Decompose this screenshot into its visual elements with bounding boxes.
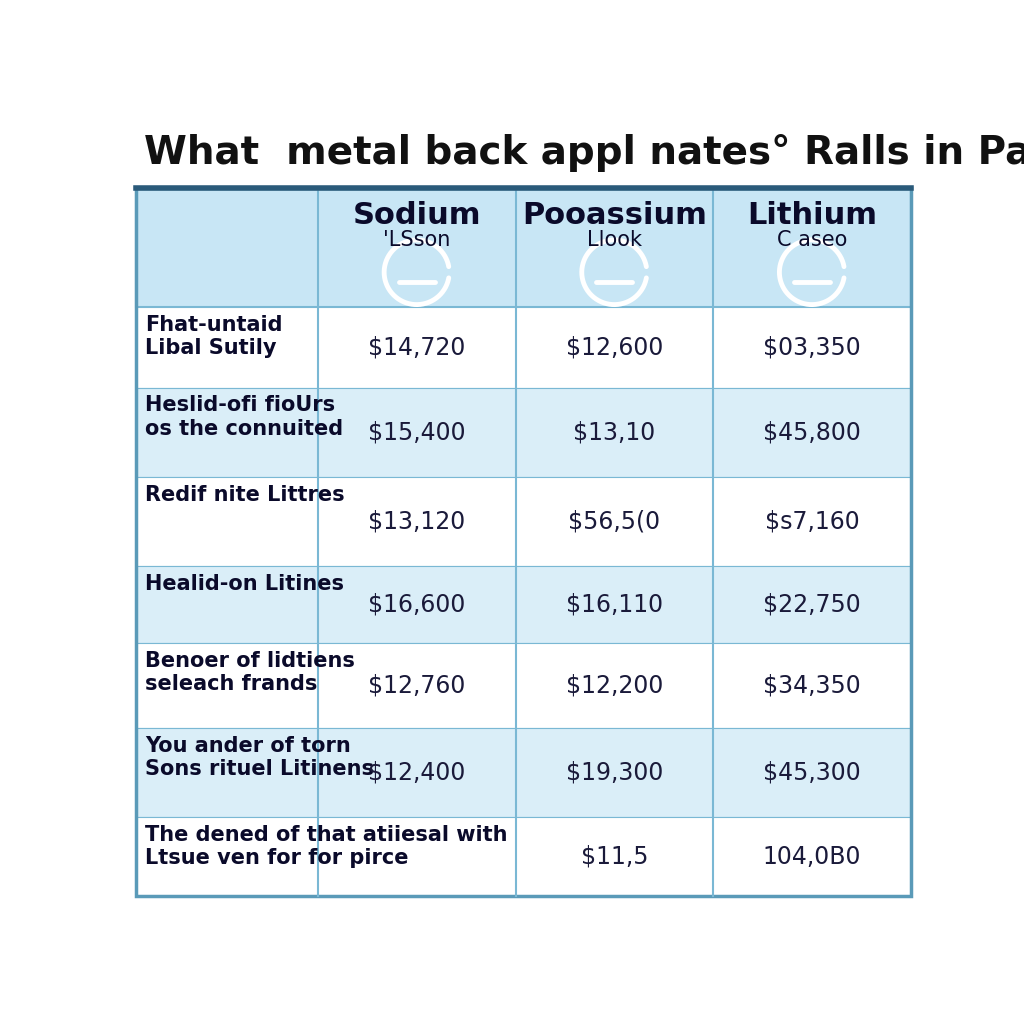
Text: Healid-on Litines: Healid-on Litines [145,574,344,594]
Text: $22,750: $22,750 [763,593,861,616]
Text: Sodium: Sodium [352,202,481,230]
Text: Benoer of lidtiens
seleach frands: Benoer of lidtiens seleach frands [145,651,355,694]
Text: $15,400: $15,400 [368,421,466,444]
Text: $14,720: $14,720 [368,335,465,359]
Text: $34,350: $34,350 [763,674,861,697]
Text: Heslid-ofi fioUrs
os the connuited: Heslid-ofi fioUrs os the connuited [145,395,343,438]
Text: $13,10: $13,10 [573,421,655,444]
Text: Pooassium: Pooassium [522,202,707,230]
Text: $12,200: $12,200 [565,674,663,697]
Text: $45,300: $45,300 [763,761,861,784]
Text: Lithium: Lithium [746,202,877,230]
FancyBboxPatch shape [136,566,910,643]
Text: $16,600: $16,600 [368,593,465,616]
Text: $s7,160: $s7,160 [765,510,859,534]
Text: $12,400: $12,400 [368,761,465,784]
Text: $19,300: $19,300 [565,761,663,784]
Text: $13,120: $13,120 [368,510,465,534]
FancyBboxPatch shape [136,728,910,817]
FancyBboxPatch shape [136,817,910,896]
Text: $16,110: $16,110 [565,593,663,616]
FancyBboxPatch shape [136,307,910,388]
Text: $56,5(0: $56,5(0 [568,510,660,534]
Text: $12,760: $12,760 [368,674,465,697]
Text: 'LSson: 'LSson [383,230,451,250]
Text: The dened of that atiiesal with
Ltsue ven for for pirce: The dened of that atiiesal with Ltsue ve… [145,825,508,868]
FancyBboxPatch shape [136,643,910,728]
Text: You ander of torn
Sons rituel Litinens: You ander of torn Sons rituel Litinens [145,736,374,779]
Text: Fhat-untaid
Libal Sutily: Fhat-untaid Libal Sutily [145,314,283,357]
Text: $12,600: $12,600 [565,335,663,359]
Text: $45,800: $45,800 [763,421,861,444]
FancyBboxPatch shape [136,477,910,566]
Text: C aseo: C aseo [777,230,847,250]
Text: 104,0B0: 104,0B0 [763,845,861,868]
FancyBboxPatch shape [136,187,910,307]
Text: What  metal back appl nates° Ralls in Pakistari market?: What metal back appl nates° Ralls in Pak… [143,134,1024,172]
Text: Llook: Llook [587,230,642,250]
FancyBboxPatch shape [136,388,910,477]
Text: $03,350: $03,350 [763,335,861,359]
Text: Redif nite Littres: Redif nite Littres [145,484,345,505]
Text: $11,5: $11,5 [581,845,648,868]
